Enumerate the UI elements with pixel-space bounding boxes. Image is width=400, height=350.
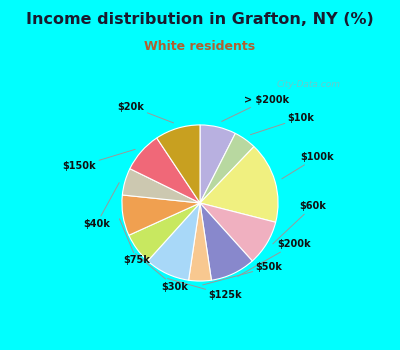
Text: $20k: $20k <box>118 102 174 123</box>
Wedge shape <box>200 203 252 280</box>
Wedge shape <box>188 203 212 281</box>
Text: $100k: $100k <box>282 152 334 179</box>
Text: $50k: $50k <box>203 262 282 285</box>
Text: $125k: $125k <box>168 279 242 300</box>
Wedge shape <box>122 169 200 203</box>
Text: $30k: $30k <box>135 253 188 292</box>
Text: $150k: $150k <box>63 149 135 171</box>
Text: Income distribution in Grafton, NY (%): Income distribution in Grafton, NY (%) <box>26 12 374 27</box>
Text: $60k: $60k <box>273 202 326 244</box>
Wedge shape <box>148 203 200 280</box>
Text: $75k: $75k <box>120 219 150 265</box>
Text: $10k: $10k <box>250 113 314 135</box>
Wedge shape <box>122 195 200 235</box>
Wedge shape <box>200 147 278 222</box>
Text: City-Data.com: City-Data.com <box>277 79 341 89</box>
Wedge shape <box>200 203 276 261</box>
Text: > $200k: > $200k <box>222 95 289 121</box>
Text: $200k: $200k <box>238 239 311 276</box>
Wedge shape <box>200 125 235 203</box>
Wedge shape <box>200 133 254 203</box>
Wedge shape <box>129 203 200 261</box>
Wedge shape <box>130 138 200 203</box>
Text: $40k: $40k <box>83 183 119 229</box>
Wedge shape <box>157 125 200 203</box>
Text: White residents: White residents <box>144 40 256 53</box>
